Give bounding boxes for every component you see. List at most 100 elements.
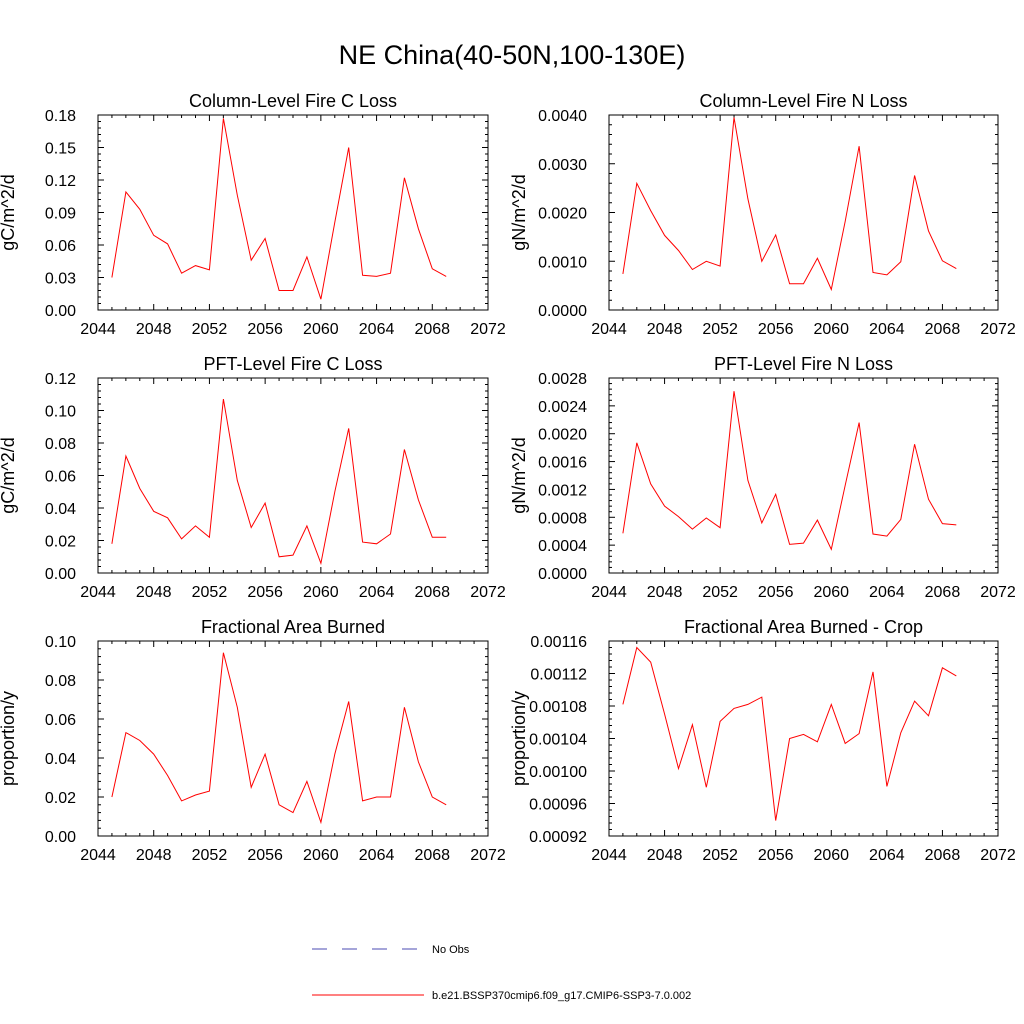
x-tick-label: 2064 [359, 321, 395, 338]
x-tick-label: 2072 [980, 321, 1016, 338]
y-tick-label: 0.06 [45, 469, 76, 486]
x-tick-label: 2072 [980, 847, 1016, 864]
plot-frame [97, 114, 489, 311]
x-tick-label: 2072 [980, 584, 1016, 601]
chart-title: PFT-Level Fire N Loss [714, 354, 893, 374]
series-line [622, 117, 957, 292]
x-tick-label: 2048 [136, 584, 172, 601]
y-tick-label: 0.00112 [530, 667, 587, 684]
y-tick-label: 0.10 [45, 634, 76, 651]
y-axis-label: proportion/y [0, 691, 18, 786]
x-tick-label: 2068 [414, 584, 450, 601]
y-tick-label: 0.0028 [538, 371, 587, 388]
y-tick-label: 0.12 [45, 173, 76, 190]
chart-panel-fractional-area-burned: 2044 2048 2052 2056 2060 2064 2068 2072 0.00 0.02… [0, 617, 506, 864]
x-tick-label: 2060 [813, 584, 849, 601]
y-axis-label: gC/m^2/d [0, 174, 18, 250]
chart-title: Fractional Area Burned - Crop [684, 617, 923, 637]
x-tick-label: 2048 [647, 321, 683, 338]
x-tick-label: 2060 [303, 847, 339, 864]
y-tick-label: 0.02 [45, 790, 76, 807]
x-tick-label: 2064 [359, 584, 395, 601]
y-tick-label: 0.00096 [529, 797, 587, 814]
y-tick-label: 0.0012 [538, 482, 587, 499]
x-tick-label: 2064 [869, 584, 905, 601]
x-tick-label: 2072 [470, 321, 506, 338]
y-tick-label: 0.10 [45, 404, 76, 421]
page-title: NE China(40-50N,100-130E) [338, 40, 686, 70]
x-tick-label: 2052 [192, 847, 228, 864]
x-tick-label: 2052 [702, 321, 738, 338]
plot-frame [97, 377, 489, 574]
series-line [622, 391, 957, 551]
x-tick-label: 2064 [869, 321, 905, 338]
x-tick-label: 2044 [591, 321, 627, 338]
x-tick-label: 2068 [414, 321, 450, 338]
x-tick-label: 2060 [813, 321, 849, 338]
x-tick-label: 2060 [813, 847, 849, 864]
x-tick-label: 2064 [869, 847, 905, 864]
x-tick-label: 2052 [192, 584, 228, 601]
y-tick-label: 0.0004 [538, 538, 587, 555]
legend-label-run: b.e21.BSSP370cmip6.f09_g17.CMIP6-SSP3-7.… [432, 990, 691, 1002]
y-tick-label: 0.00104 [529, 732, 587, 749]
y-tick-label: 0.0020 [538, 206, 587, 223]
series-line [111, 118, 447, 300]
y-tick-label: 0.06 [45, 238, 76, 255]
y-tick-label: 0.00100 [529, 764, 587, 781]
y-tick-label: 0.00 [45, 566, 76, 583]
x-tick-label: 2072 [470, 584, 506, 601]
y-axis-label: gC/m^2/d [0, 437, 18, 513]
x-tick-label: 2052 [702, 847, 738, 864]
y-tick-label: 0.0020 [538, 427, 587, 444]
x-tick-label: 2048 [136, 847, 172, 864]
series-line [111, 652, 447, 825]
plot-frame [608, 377, 999, 574]
y-tick-label: 0.08 [45, 436, 76, 453]
chart-title: Column-Level Fire C Loss [189, 91, 397, 111]
chart-panel-pft-fire-c-loss: 2044 2048 2052 2056 2060 2064 2068 2072 0.00 0.02… [0, 354, 506, 601]
x-tick-label: 2048 [647, 847, 683, 864]
x-tick-label: 2056 [247, 584, 283, 601]
y-tick-label: 0.06 [45, 712, 76, 729]
x-tick-label: 2068 [414, 847, 450, 864]
x-tick-label: 2056 [758, 584, 794, 601]
chart-panel-fractional-area-burned-crop: 2044 2048 2052 2056 2060 2064 2068 2072 0.00092 0… [509, 617, 1016, 864]
y-tick-label: 0.0000 [538, 303, 587, 320]
x-tick-label: 2064 [359, 847, 395, 864]
y-axis-label: proportion/y [509, 691, 529, 786]
series-line [111, 399, 447, 566]
legend: No Obs b.e21.BSSP370cmip6.f09_g17.CMIP6-… [312, 944, 691, 1002]
y-tick-label: 0.09 [45, 206, 76, 223]
y-axis-label: gN/m^2/d [509, 437, 529, 513]
y-tick-label: 0.0030 [538, 157, 587, 174]
y-tick-label: 0.0016 [538, 455, 587, 472]
chart-title: PFT-Level Fire C Loss [203, 354, 382, 374]
x-tick-label: 2044 [591, 584, 627, 601]
y-tick-label: 0.0008 [538, 510, 587, 527]
x-tick-label: 2044 [591, 847, 627, 864]
x-tick-label: 2044 [80, 584, 116, 601]
y-tick-label: 0.02 [45, 534, 76, 551]
x-tick-label: 2044 [80, 321, 116, 338]
x-tick-label: 2068 [925, 584, 961, 601]
x-tick-label: 2068 [925, 847, 961, 864]
y-tick-label: 0.00 [45, 303, 76, 320]
plot-frame [97, 640, 489, 837]
x-tick-label: 2056 [247, 847, 283, 864]
y-tick-label: 0.00092 [529, 829, 587, 846]
y-tick-label: 0.15 [45, 141, 76, 158]
x-tick-label: 2068 [925, 321, 961, 338]
x-tick-label: 2048 [136, 321, 172, 338]
legend-label-no-obs: No Obs [432, 944, 470, 956]
x-tick-label: 2056 [758, 847, 794, 864]
y-tick-label: 0.00116 [530, 634, 587, 651]
chart-panel-column-fire-c-loss: 2044 2048 2052 2056 2060 2064 2068 2072 0.00 0.03… [0, 91, 506, 338]
y-tick-label: 0.04 [45, 501, 76, 518]
chart-title: Column-Level Fire N Loss [699, 91, 907, 111]
chart-title: Fractional Area Burned [201, 617, 385, 637]
x-tick-label: 2060 [303, 584, 339, 601]
x-tick-label: 2056 [758, 321, 794, 338]
y-tick-label: 0.0010 [538, 254, 587, 271]
